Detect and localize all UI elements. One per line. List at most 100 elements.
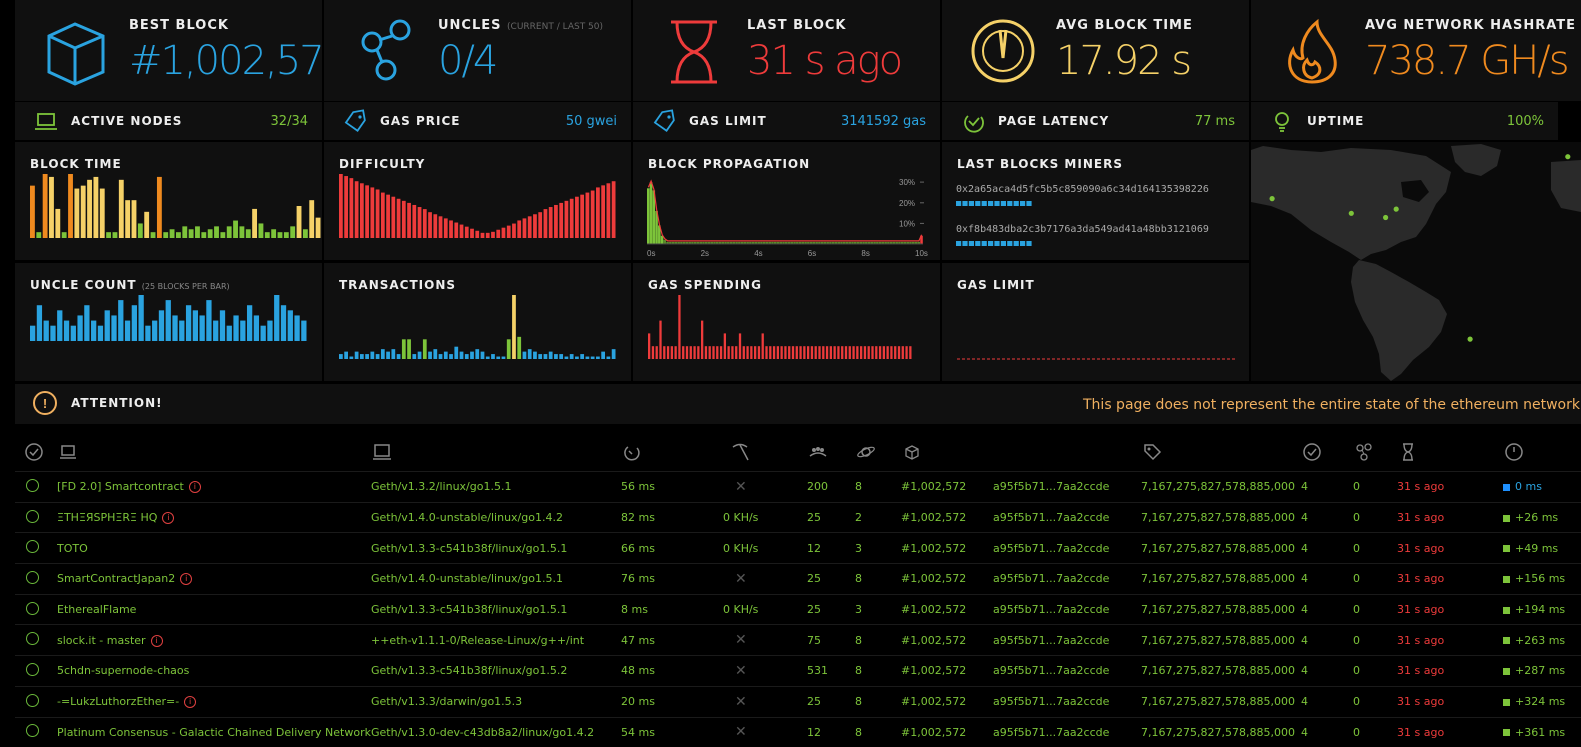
info-icon[interactable]: i — [180, 573, 193, 586]
chart-bar — [315, 217, 321, 238]
chart-bar — [138, 295, 144, 341]
table-row[interactable]: TOTO Geth/v1.3.3-c541b38f/linux/go1.5.1 … — [15, 532, 1581, 564]
hash-cell: a95f5b71...7aa2ccde — [993, 685, 1141, 717]
node-name[interactable]: -=LukzLuthorzEther=- — [57, 695, 180, 709]
chart-bar — [826, 241, 829, 244]
node-name-cell[interactable]: -=LukzLuthorzEther=- i — [57, 685, 371, 717]
table-row[interactable]: 5chdn-supernode-chaos Geth/v1.3.3-c541b3… — [15, 655, 1581, 687]
chart-bar — [112, 232, 118, 238]
table-row[interactable]: SmartContractJapan2 i Geth/v1.4.0-unstabl… — [15, 563, 1581, 595]
table-row[interactable]: -=LukzLuthorzEther=- i Geth/v1.3.3/darwin… — [15, 685, 1581, 717]
node-location-dot[interactable] — [1383, 214, 1389, 221]
node-name[interactable]: slock.it - master — [57, 633, 146, 647]
info-icon[interactable]: i — [184, 696, 197, 709]
col-latency[interactable] — [621, 433, 723, 472]
chart-bar — [559, 202, 564, 238]
col-last-block[interactable] — [1397, 433, 1503, 472]
col-block[interactable] — [901, 433, 993, 472]
chart-bar — [91, 320, 97, 341]
uncles-cell: 0 — [1353, 593, 1397, 625]
table-row[interactable]: EtherealFlame Geth/v1.3.3-c541b38f/linux… — [15, 593, 1581, 625]
chart-bar — [470, 228, 474, 238]
node-name[interactable]: [FD 2.0] Smartcontract — [57, 480, 184, 494]
col-node-name[interactable] — [57, 433, 371, 472]
node-name-cell[interactable]: EtherealFlame — [57, 593, 371, 625]
gauge-icon — [1505, 443, 1523, 461]
block-propagation-chart: 0s 2s 4s 6s 8s 10s 30% 20% 10% — [647, 178, 928, 258]
info-icon[interactable]: i — [150, 634, 163, 647]
node-name[interactable]: 5chdn-supernode-chaos — [57, 664, 190, 678]
node-name-cell[interactable]: 5chdn-supernode-chaos — [57, 655, 371, 687]
svg-text:!: ! — [43, 396, 47, 411]
world-map[interactable] — [1251, 142, 1581, 381]
chart-bar — [660, 235, 664, 244]
table-row[interactable]: [FD 2.0] Smartcontract i Geth/v1.3.2/linu… — [15, 471, 1581, 503]
node-name[interactable]: SmartContractJapan2 — [57, 572, 176, 586]
col-mining[interactable] — [723, 433, 807, 472]
node-name-cell[interactable]: [FD 2.0] Smartcontract i — [57, 471, 371, 503]
propagation-cell: +361 ms — [1503, 716, 1581, 747]
table-row[interactable]: Platinum Consensus - Galactic Chained De… — [15, 716, 1581, 747]
propagation-marker — [1503, 637, 1510, 645]
propagation-cell: +263 ms — [1503, 624, 1581, 656]
col-propagation[interactable] — [1503, 433, 1581, 472]
info-icon[interactable]: i — [188, 481, 201, 494]
node-name[interactable]: EtherealFlame — [57, 603, 137, 617]
info-icon[interactable]: i — [162, 512, 175, 525]
col-uncles[interactable] — [1353, 433, 1397, 472]
chart-bar — [240, 320, 246, 341]
row-page-latency: PAGE LATENCY 77 ms — [942, 102, 1249, 140]
chart-bar — [791, 346, 795, 359]
chart-bar — [517, 336, 522, 359]
col-pending[interactable] — [855, 433, 901, 472]
node-name[interactable]: TOTO — [57, 541, 88, 555]
node-location-dot[interactable] — [1393, 206, 1399, 212]
propagation-marker — [1503, 606, 1510, 614]
node-name-cell[interactable]: ΞTHΞЯSPHΞRΞ HQ i — [57, 501, 371, 533]
miner-block — [994, 241, 1000, 246]
chart-bar — [829, 346, 832, 359]
chart-bar — [911, 241, 915, 244]
node-location-dot[interactable] — [1467, 336, 1473, 342]
chart-bar — [30, 185, 35, 238]
chart-bar — [70, 325, 76, 341]
table-row[interactable]: ΞTHΞЯSPHΞRΞ HQ i Geth/v1.4.0-unstable/lin… — [15, 501, 1581, 533]
col-difficulty[interactable] — [1141, 433, 1301, 472]
col-peers[interactable] — [807, 433, 855, 472]
node-name-cell[interactable]: SmartContractJapan2 i — [57, 563, 371, 595]
chart-bar — [651, 346, 655, 359]
node-name[interactable]: Platinum Consensus - Galactic Chained De… — [57, 725, 371, 739]
mining-cell: ✕ — [723, 563, 807, 595]
chart-bar — [220, 232, 226, 238]
col-client[interactable] — [371, 433, 621, 472]
row-label: GAS LIMIT — [689, 114, 767, 128]
node-location-dot[interactable] — [1269, 196, 1275, 202]
last-block-cell: 31 s ago — [1397, 716, 1503, 747]
node-name-cell[interactable]: slock.it - master i — [57, 624, 371, 656]
chart-bar — [309, 200, 315, 238]
node-name-cell[interactable]: Platinum Consensus - Galactic Chained De… — [57, 716, 371, 747]
col-transactions[interactable] — [1301, 433, 1353, 472]
chart-bar — [564, 356, 569, 359]
chart-bar — [713, 241, 716, 244]
propagation-value: +324 ms — [1515, 695, 1566, 709]
chart-bar — [386, 194, 390, 238]
world-map-svg — [1251, 144, 1581, 381]
chart-bar — [894, 346, 897, 359]
node-name[interactable]: ΞTHΞЯSPHΞRΞ HQ — [57, 511, 158, 525]
hash-cell: a95f5b71...7aa2ccde — [993, 563, 1141, 595]
table-row[interactable]: slock.it - master i ++eth-v1.1.1-0/Releas… — [15, 624, 1581, 656]
node-location-dot[interactable] — [1348, 210, 1354, 216]
node-location-dot[interactable] — [1565, 154, 1571, 160]
check-circle-icon — [1303, 443, 1321, 461]
transactions-cell: 4 — [1301, 716, 1353, 747]
chart-bar — [596, 187, 600, 238]
col-status[interactable] — [15, 433, 57, 472]
chart-bar — [674, 241, 678, 244]
chart-bar — [496, 229, 501, 238]
chart-bar — [689, 346, 692, 359]
chart-bar — [848, 346, 851, 359]
chart-bar — [156, 176, 162, 238]
node-name-cell[interactable]: TOTO — [57, 532, 371, 564]
row-value: 100% — [1506, 114, 1544, 129]
